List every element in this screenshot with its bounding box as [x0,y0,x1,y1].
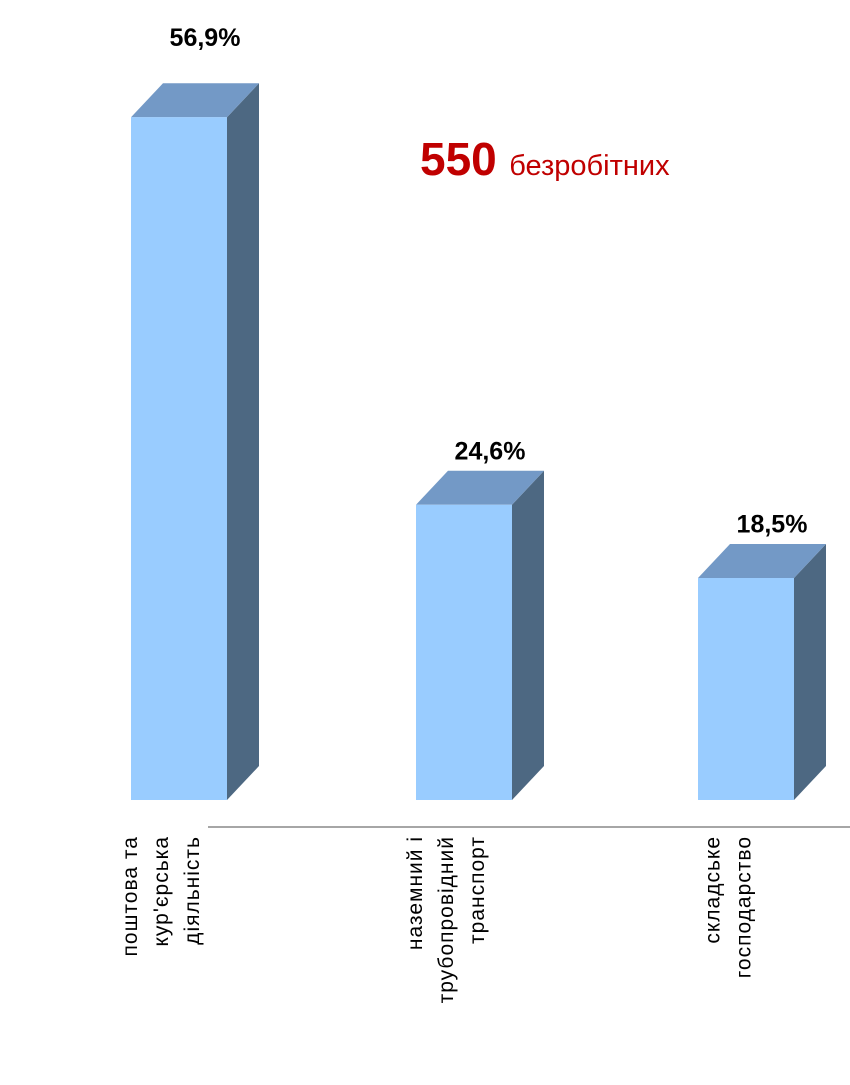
x-tick-label: поштова та кур'єрська діяльність [119,836,204,956]
x-tick-label-line: складське [701,836,724,944]
x-tick-label: наземний і трубопровідний транспорт [404,836,489,1003]
bar-side [227,83,259,800]
annotation: 550 безробітних [420,133,670,185]
value-label: 56,9% [170,24,241,52]
bar-top [416,470,544,505]
bar-top [698,544,826,578]
bar [698,544,826,800]
annotation-text: безробітних [509,150,670,182]
bar [131,83,259,800]
bar-front [698,578,794,800]
x-tick-label-line: транспорт [466,836,489,944]
x-tick-label: складське господарство [701,836,755,978]
value-label: 24,6% [455,437,526,465]
x-tick-label-line: кур'єрська [150,836,173,947]
bar-side [512,470,544,800]
x-tick-label-line: господарство [732,836,755,978]
x-tick-label-line: поштова та [119,836,142,956]
bar-front [416,504,512,800]
bar-side [794,544,826,800]
annotation-number: 550 [420,133,497,185]
bar [416,470,544,800]
bar-front [131,117,227,800]
value-label: 18,5% [737,511,808,539]
x-tick-label-line: трубопровідний [435,836,458,1003]
x-tick-label-line: наземний і [404,836,427,950]
x-tick-label-line: діяльність [181,836,204,945]
bar-top [131,83,259,118]
